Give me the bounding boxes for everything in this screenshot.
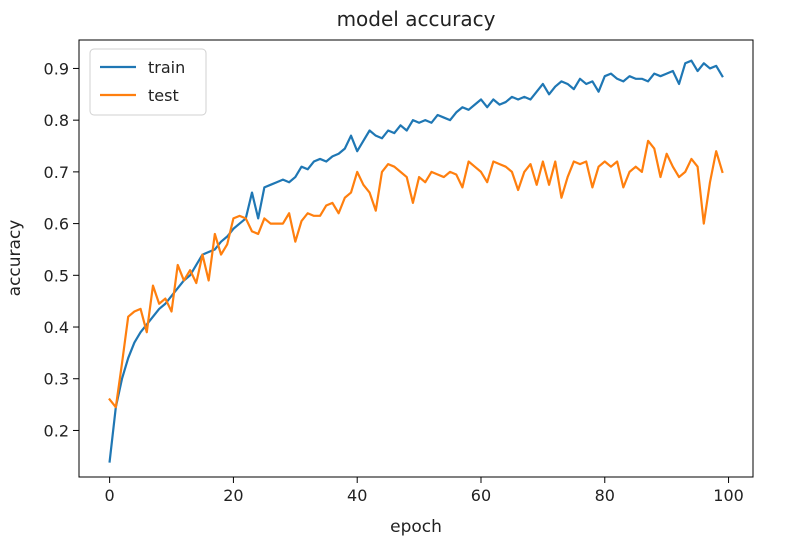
plot-area: 0 20 40 60 80 100 0.2 0.3 0.4 0.5 0.6 0.7 0.8 0.9 trai… (44, 39, 754, 505)
y-tick-label: 0.6 (44, 215, 69, 234)
y-tick-label: 0.7 (44, 163, 69, 182)
legend-label-test: test (148, 86, 179, 105)
x-tick-label: 0 (105, 486, 115, 505)
x-tick-label: 20 (223, 486, 243, 505)
y-tick-label: 0.8 (44, 111, 69, 130)
x-tick-label: 40 (347, 486, 367, 505)
y-tick-label: 0.9 (44, 59, 69, 78)
legend-label-train: train (148, 58, 185, 77)
chart-title: model accuracy (337, 7, 496, 31)
series-line-test (108, 139, 724, 409)
x-tick-label: 100 (713, 486, 744, 505)
y-tick-label: 0.4 (44, 318, 69, 337)
x-axis-label: epoch (390, 517, 442, 537)
x-tick-label: 80 (595, 486, 615, 505)
legend-box (89, 48, 207, 116)
y-tick-label: 0.2 (44, 421, 69, 440)
y-axis-label: accuracy (5, 220, 25, 297)
y-tick-label: 0.3 (44, 370, 69, 389)
y-tick-label: 0.5 (44, 266, 69, 285)
x-tick-label: 60 (471, 486, 491, 505)
axes-frame (78, 39, 754, 478)
